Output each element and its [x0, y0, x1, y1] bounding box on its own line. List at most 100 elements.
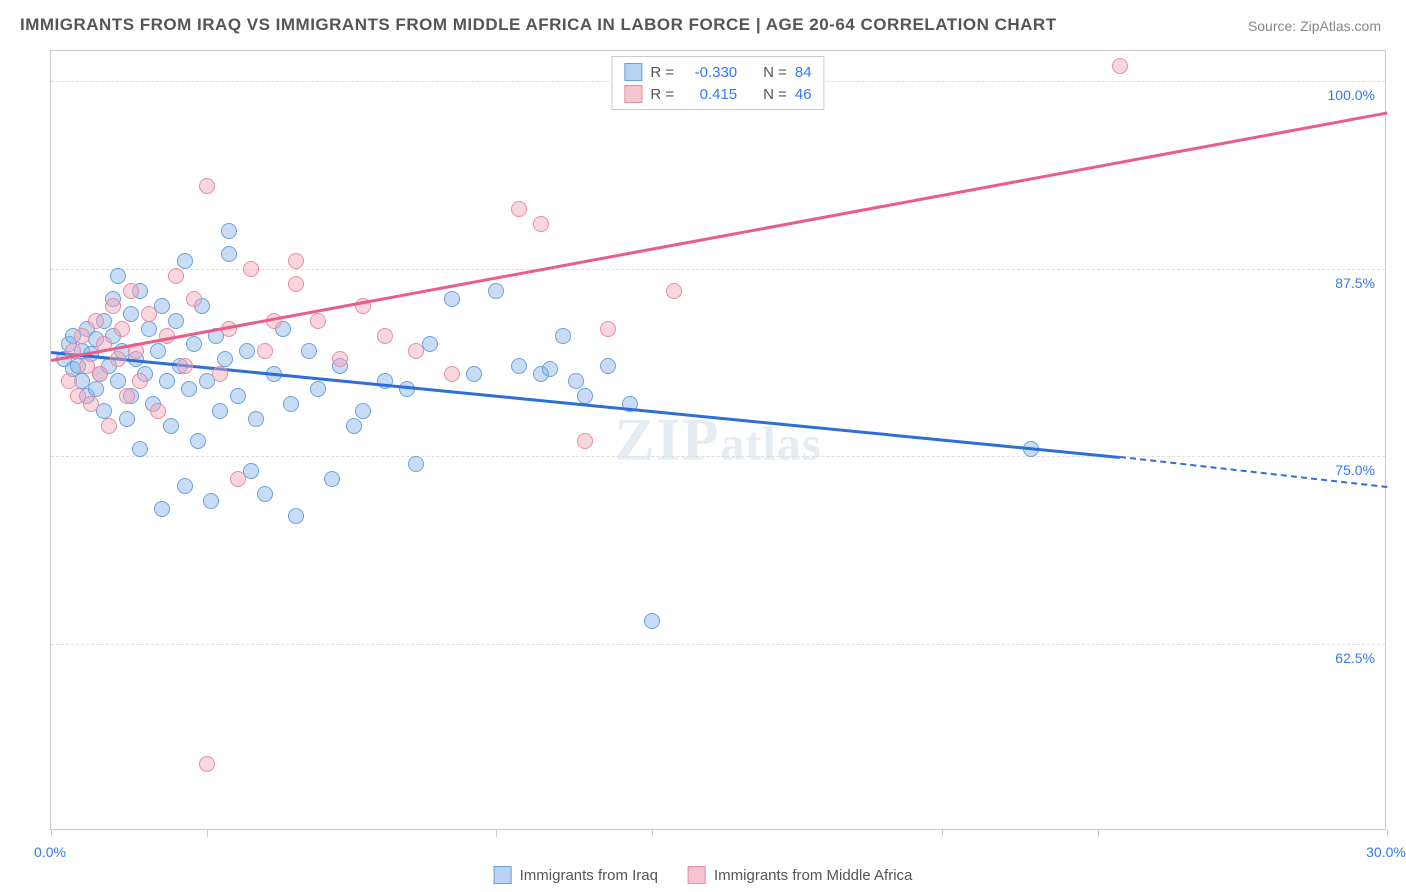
data-point [568, 373, 584, 389]
x-tick [207, 829, 208, 837]
data-point [577, 433, 593, 449]
data-point [150, 343, 166, 359]
data-point [119, 411, 135, 427]
data-point [221, 246, 237, 262]
data-point [324, 471, 340, 487]
x-tick [51, 829, 52, 837]
data-point [239, 343, 255, 359]
data-point [310, 313, 326, 329]
data-point [217, 351, 233, 367]
data-point [212, 366, 228, 382]
data-point [132, 441, 148, 457]
data-point [114, 321, 130, 337]
data-point [248, 411, 264, 427]
legend-swatch [494, 866, 512, 884]
legend-item: Immigrants from Middle Africa [688, 866, 912, 884]
data-point [141, 306, 157, 322]
data-point [110, 373, 126, 389]
correlation-stats-box: R =-0.330N =84R =0.415N =46 [611, 56, 824, 110]
data-point [110, 268, 126, 284]
data-point [212, 403, 228, 419]
data-point [444, 291, 460, 307]
data-point [123, 306, 139, 322]
y-tick-label: 87.5% [1335, 275, 1375, 291]
stats-row: R = 0.415 N = 46 [624, 83, 811, 105]
legend-label: Immigrants from Middle Africa [714, 867, 912, 884]
data-point [177, 358, 193, 374]
data-point [288, 276, 304, 292]
r-label: R = [650, 86, 674, 103]
data-point [1112, 58, 1128, 74]
source-attribution: Source: ZipAtlas.com [1248, 18, 1381, 34]
data-point [288, 508, 304, 524]
data-point [186, 291, 202, 307]
data-point [288, 253, 304, 269]
data-point [355, 403, 371, 419]
legend-swatch [624, 63, 642, 81]
data-point [230, 471, 246, 487]
gridline [51, 644, 1385, 645]
data-point [511, 358, 527, 374]
data-point [542, 361, 558, 377]
data-point [61, 373, 77, 389]
data-point [555, 328, 571, 344]
data-point [230, 388, 246, 404]
y-tick-label: 62.5% [1335, 650, 1375, 666]
chart-title: IMMIGRANTS FROM IRAQ VS IMMIGRANTS FROM … [20, 15, 1057, 35]
data-point [377, 328, 393, 344]
x-tick [652, 829, 653, 837]
data-point [186, 336, 202, 352]
data-point [511, 201, 527, 217]
data-point [105, 298, 121, 314]
data-point [310, 381, 326, 397]
x-tick [1098, 829, 1099, 837]
y-tick-label: 75.0% [1335, 462, 1375, 478]
stats-row: R =-0.330N =84 [624, 61, 811, 83]
legend-item: Immigrants from Iraq [494, 866, 658, 884]
data-point [190, 433, 206, 449]
x-tick [1387, 829, 1388, 837]
data-point [257, 486, 273, 502]
data-point [301, 343, 317, 359]
r-value: 0.415 [682, 86, 737, 103]
data-point [533, 216, 549, 232]
y-tick-label: 100.0% [1328, 87, 1375, 103]
gridline [51, 456, 1385, 457]
legend-label: Immigrants from Iraq [520, 867, 658, 884]
data-point [150, 403, 166, 419]
data-point [488, 283, 504, 299]
data-point [88, 381, 104, 397]
data-point [83, 396, 99, 412]
x-tick-label: 30.0% [1366, 844, 1406, 860]
data-point [181, 381, 197, 397]
data-point [110, 351, 126, 367]
plot-area: ZIPatlas R =-0.330N =84R =0.415N =46 62.… [50, 50, 1386, 830]
data-point [466, 366, 482, 382]
data-point [119, 388, 135, 404]
data-point [346, 418, 362, 434]
data-point [141, 321, 157, 337]
data-point [666, 283, 682, 299]
legend-swatch [624, 85, 642, 103]
data-point [408, 343, 424, 359]
legend-swatch [688, 866, 706, 884]
data-point [600, 358, 616, 374]
n-label: N = [763, 64, 787, 81]
data-point [199, 178, 215, 194]
data-point [203, 493, 219, 509]
n-label: N = [763, 86, 787, 103]
data-point [123, 283, 139, 299]
data-point [74, 328, 90, 344]
x-tick [942, 829, 943, 837]
data-point [408, 456, 424, 472]
data-point [644, 613, 660, 629]
data-point [168, 313, 184, 329]
data-point [577, 388, 593, 404]
r-label: R = [650, 64, 674, 81]
data-point [154, 501, 170, 517]
data-point [92, 366, 108, 382]
data-point [221, 223, 237, 239]
data-point [257, 343, 273, 359]
bottom-legend: Immigrants from Iraq Immigrants from Midd… [494, 866, 913, 884]
n-value: 46 [795, 86, 812, 103]
